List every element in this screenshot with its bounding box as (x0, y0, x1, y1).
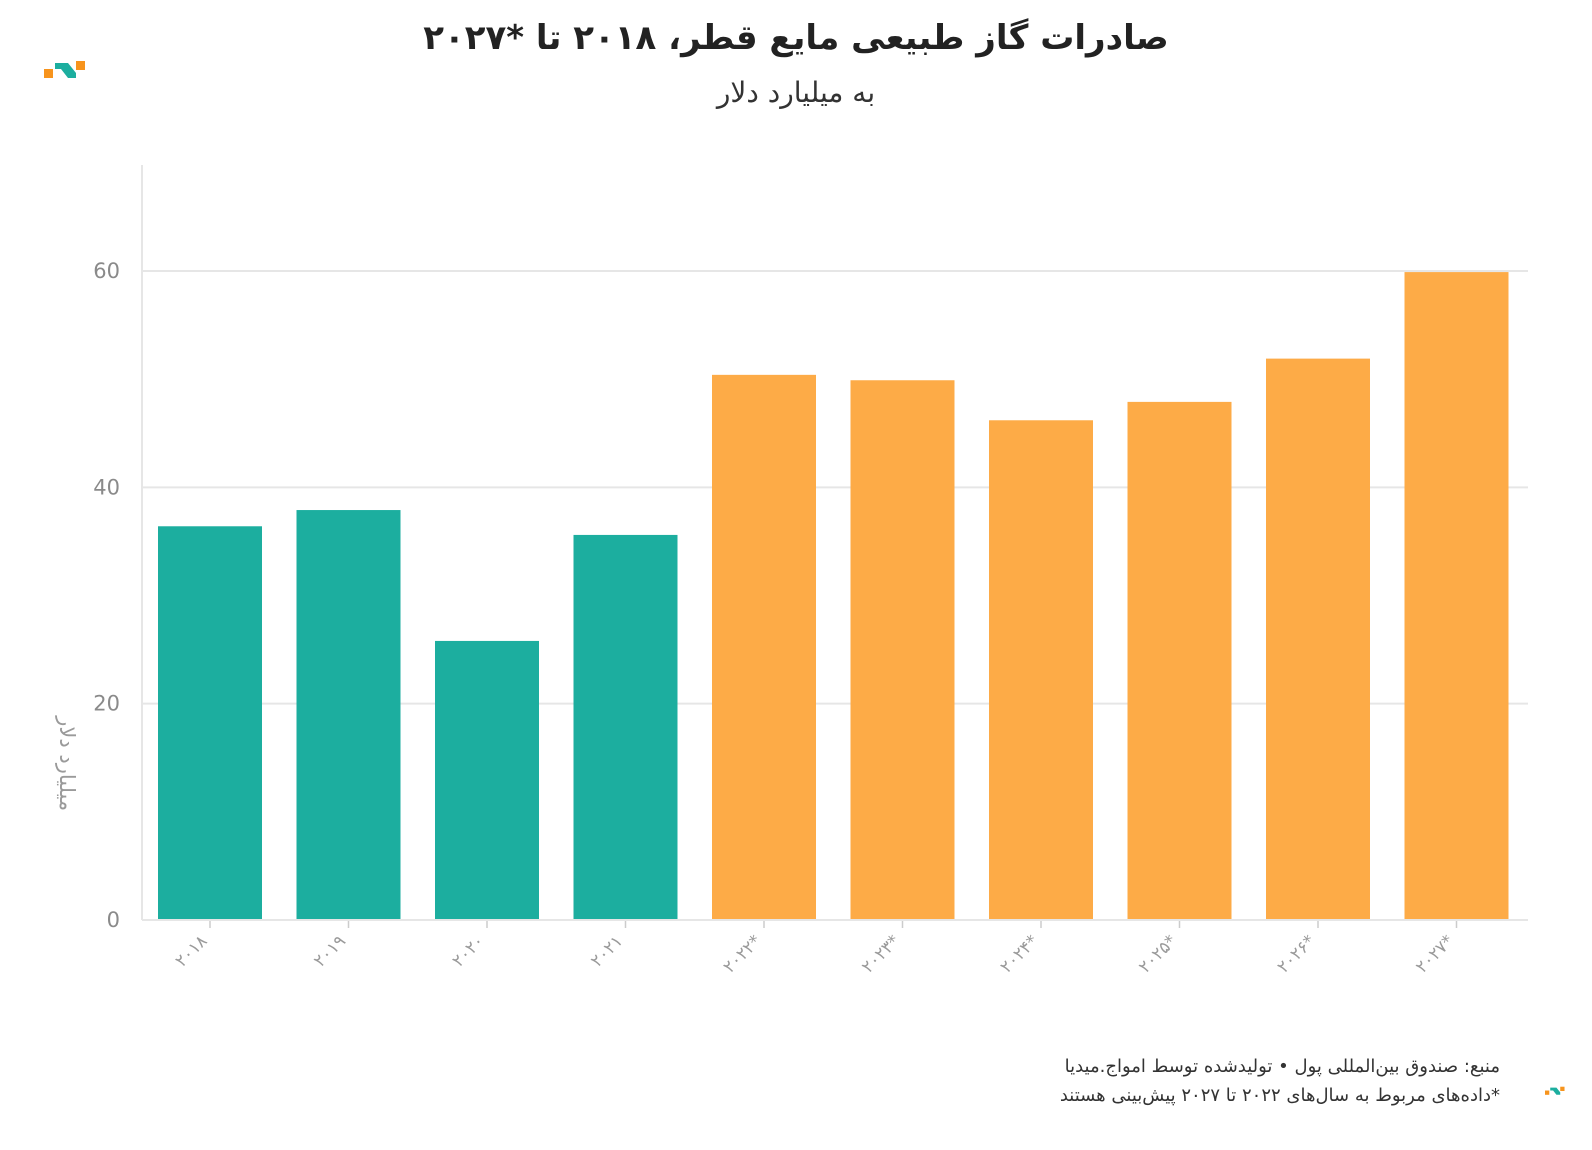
bar (1404, 272, 1509, 920)
x-tick-label: ۲۰۲۰ (449, 931, 489, 971)
y-axis-label: میلیارد دلار (55, 715, 79, 811)
bar (989, 420, 1093, 920)
bar (1266, 358, 1370, 920)
bar (573, 534, 678, 920)
chart-footer: منبع: صندوق بین‌المللی پول • تولیدشده تو… (1060, 1052, 1500, 1110)
y-tick-label: 60 (93, 259, 120, 283)
chart-title: صادرات گاز طبیعی مایع قطر، ۲۰۱۸ تا *۲۰۲۷ (423, 18, 1169, 58)
y-tick-label: 0 (107, 908, 120, 932)
bar (296, 510, 401, 920)
x-tick-label: ۲۰۲۳* (858, 931, 904, 977)
bar (158, 526, 262, 920)
x-tick-label: ۲۰۱۸ (172, 931, 212, 971)
x-tick-label: ۲۰۲۴* (997, 931, 1043, 977)
source-note: منبع: صندوق بین‌المللی پول • تولیدشده تو… (1064, 1056, 1500, 1077)
x-tick-label: ۲۰۲۵* (1135, 931, 1181, 977)
bar-chart: 0 20 40 60 میلیارد دلار ۲۰۱۸ ۲۰۱۹ ۲۰۲۰ ۲۰۲۱ ۲۰۲۲*… (55, 165, 1528, 977)
chart-subtitle: به میلیارد دلار (716, 76, 876, 109)
bar (1127, 401, 1232, 920)
forecast-note: *داده‌های مربوط به سال‌های ۲۰۲۲ تا ۲۰۲۷ … (1059, 1085, 1500, 1106)
x-tick-label: ۲۰۱۹ (310, 931, 350, 971)
x-tick-label: ۲۰۲۲* (720, 931, 766, 977)
x-tick-label: ۲۰۲۶* (1274, 931, 1320, 977)
brand-logo-small-icon (1545, 1086, 1565, 1095)
bar (850, 380, 955, 921)
brand-logo-icon (44, 61, 85, 78)
y-tick-label: 20 (93, 692, 120, 716)
y-tick-label: 40 (93, 475, 120, 499)
bar (712, 374, 816, 921)
x-tick-label: ۲۰۲۱ (587, 931, 627, 971)
bar (435, 640, 539, 920)
x-tick-label: ۲۰۲۷* (1412, 931, 1458, 977)
